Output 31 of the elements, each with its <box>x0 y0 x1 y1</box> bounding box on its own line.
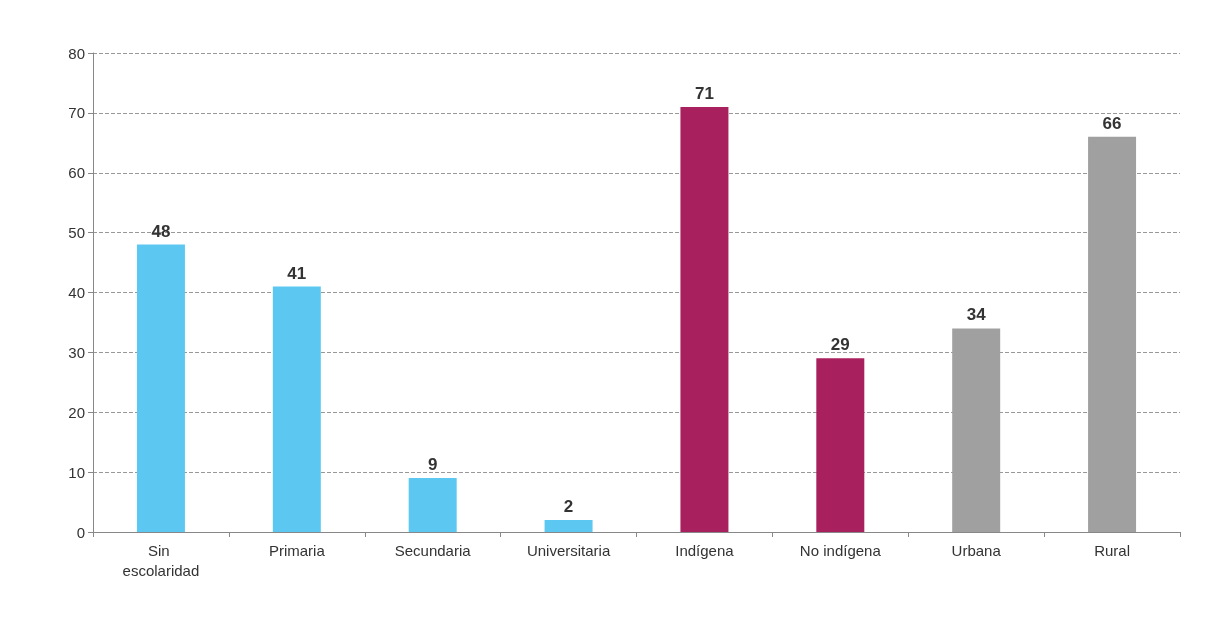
y-tick-label: 40 <box>68 284 85 301</box>
x-tick-label: Sin escolaridad <box>122 541 200 579</box>
x-tick-label: Universitaria <box>526 541 611 559</box>
bar <box>136 244 185 532</box>
y-tick-label: 50 <box>68 224 85 242</box>
data-label: 34 <box>966 305 987 325</box>
y-tick-label: 80 <box>68 44 85 62</box>
data-label: 29 <box>830 335 850 355</box>
data-label: 71 <box>694 83 714 103</box>
bar <box>408 478 457 532</box>
data-label: 41 <box>287 263 307 283</box>
y-tick-label: 0 <box>76 523 85 541</box>
x-tick-label: Urbana <box>951 541 1002 559</box>
x-tick-label: No indígena <box>799 541 882 559</box>
y-tick-label: 10 <box>68 463 85 481</box>
data-label: 66 <box>1102 113 1122 133</box>
data-label: 9 <box>427 455 438 475</box>
bar <box>680 106 729 532</box>
x-tick-label: Indígena <box>675 541 735 559</box>
y-tick-label: 60 <box>68 164 85 182</box>
y-tick-label: 30 <box>68 343 85 361</box>
data-label: 2 <box>563 497 574 517</box>
x-tick-label: Rural <box>1094 541 1130 559</box>
data-label: 48 <box>151 221 171 241</box>
y-tick-label: 20 <box>68 403 85 421</box>
x-tick-label: Secundaria <box>394 541 472 559</box>
y-tick-label: 70 <box>68 104 85 122</box>
bar <box>544 520 593 532</box>
bar <box>272 286 321 532</box>
bar <box>816 358 865 532</box>
x-tick-label: Primaria <box>268 541 326 559</box>
